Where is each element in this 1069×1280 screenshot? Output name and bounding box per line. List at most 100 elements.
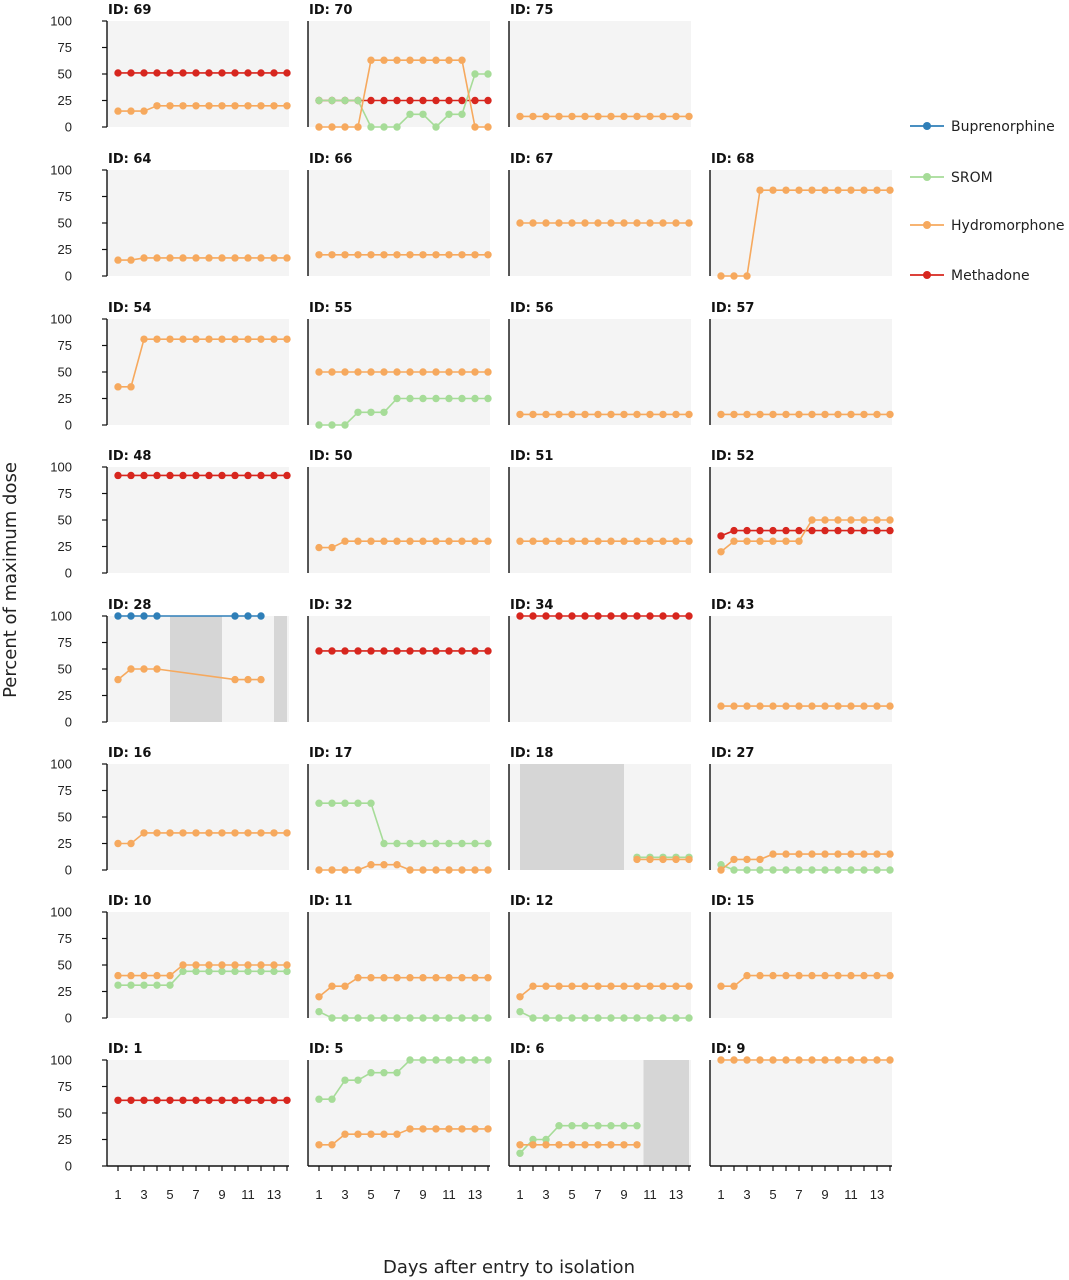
data-point <box>860 526 868 535</box>
data-point <box>114 971 122 980</box>
panel-title: ID: 66 <box>309 152 352 167</box>
y-tick-label: 50 <box>58 513 72 528</box>
data-point <box>270 471 278 480</box>
data-point <box>594 612 602 620</box>
data-point <box>244 102 252 110</box>
data-point <box>458 110 466 118</box>
data-point <box>380 368 388 376</box>
data-point <box>743 526 751 535</box>
series-hydromorphone <box>717 702 894 710</box>
data-point <box>659 410 667 419</box>
data-point <box>140 829 148 837</box>
data-point <box>432 123 440 131</box>
x-tick-label: 11 <box>844 1187 858 1202</box>
data-point <box>581 1014 589 1022</box>
data-point <box>471 537 479 545</box>
data-point <box>730 272 738 280</box>
data-point <box>795 866 803 874</box>
data-point <box>231 1096 239 1104</box>
panel-18: ID: 18 <box>508 746 693 870</box>
data-point <box>153 1096 161 1104</box>
data-point <box>393 394 401 403</box>
data-point <box>432 1125 440 1133</box>
data-point <box>769 971 777 980</box>
panel-28: 0 25 50 75 100 ID: 28 <box>50 598 289 730</box>
data-point <box>873 850 881 858</box>
data-point <box>607 612 615 620</box>
data-point <box>179 829 187 837</box>
data-point <box>471 1125 479 1133</box>
data-point <box>367 251 375 259</box>
legend-item-srom: SROM <box>910 170 993 186</box>
legend-label: Hydromorphone <box>951 218 1064 234</box>
x-tick-label: 7 <box>594 1187 601 1202</box>
data-point <box>808 516 816 524</box>
data-point <box>672 1014 680 1022</box>
data-point <box>315 421 323 429</box>
data-point <box>140 665 148 673</box>
data-point <box>860 702 868 710</box>
data-point <box>860 971 868 980</box>
series-hydromorphone <box>516 537 693 545</box>
y-tick-label: 75 <box>58 40 72 55</box>
y-tick-label: 0 <box>65 1011 72 1026</box>
data-point <box>354 537 362 545</box>
series-hydromorphone <box>315 537 492 552</box>
data-point <box>419 368 427 376</box>
data-point <box>205 254 213 262</box>
data-point <box>315 993 323 1001</box>
y-tick-label: 75 <box>58 635 72 650</box>
data-point <box>341 1076 349 1084</box>
data-point <box>516 219 524 227</box>
panel-title: ID: 54 <box>108 301 151 316</box>
data-point <box>153 102 161 110</box>
data-point <box>555 1141 563 1149</box>
x-tick-label: 5 <box>568 1187 575 1202</box>
data-point <box>607 537 615 545</box>
data-point <box>127 471 135 480</box>
data-point <box>516 1007 524 1016</box>
panel-title: ID: 6 <box>510 1042 544 1057</box>
data-point <box>140 254 148 262</box>
series-srom <box>315 70 492 131</box>
data-point <box>192 254 200 262</box>
data-point <box>484 974 492 982</box>
data-point <box>516 112 524 121</box>
data-point <box>847 866 855 874</box>
data-point <box>620 1014 628 1022</box>
y-tick-label: 50 <box>58 1106 72 1121</box>
data-point <box>367 123 375 131</box>
x-tick-label: 13 <box>267 1187 281 1202</box>
data-point <box>419 96 427 105</box>
series-hydromorphone <box>633 855 693 864</box>
data-point <box>756 410 764 419</box>
data-point <box>717 1056 725 1064</box>
series-hydromorphone <box>717 410 894 419</box>
data-point <box>821 850 829 858</box>
data-point <box>380 408 388 416</box>
data-point <box>179 254 187 262</box>
data-point <box>458 537 466 545</box>
data-point <box>114 107 122 115</box>
data-point <box>257 829 265 837</box>
data-point <box>367 537 375 545</box>
data-point <box>458 1125 466 1133</box>
legend-item-buprenorphine: Buprenorphine <box>910 119 1055 135</box>
x-tick-label: 13 <box>669 1187 683 1202</box>
data-point <box>808 1056 816 1064</box>
data-point <box>769 702 777 710</box>
data-point <box>153 335 161 343</box>
series-srom <box>516 1007 693 1022</box>
data-point <box>756 855 764 864</box>
data-point <box>283 254 291 262</box>
data-point <box>769 186 777 194</box>
data-point <box>354 408 362 416</box>
y-tick-label: 100 <box>50 163 72 178</box>
data-point <box>432 974 440 982</box>
panel-background <box>308 616 490 722</box>
data-point <box>127 107 135 115</box>
data-point <box>380 56 388 64</box>
data-point <box>860 410 868 419</box>
data-point <box>432 251 440 259</box>
data-point <box>231 471 239 480</box>
